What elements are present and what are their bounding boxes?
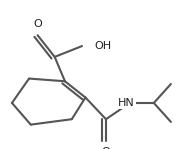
Text: OH: OH xyxy=(94,41,111,51)
Text: HN: HN xyxy=(118,98,135,108)
Text: O: O xyxy=(33,19,42,29)
Text: O: O xyxy=(102,147,110,149)
